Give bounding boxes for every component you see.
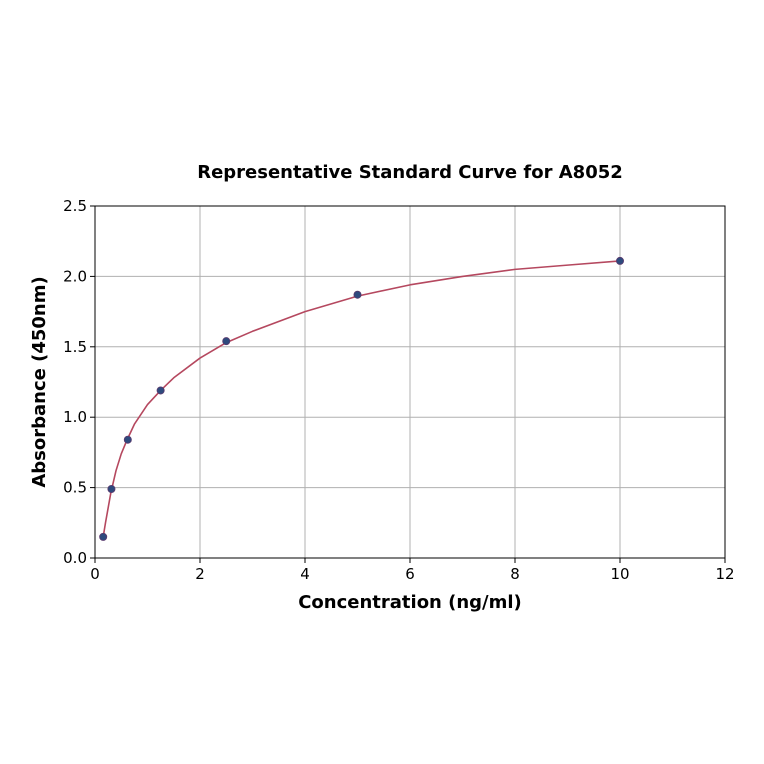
grid-lines	[94, 205, 726, 559]
y-tick-label: 2.5	[63, 197, 87, 215]
fit-curve-line	[102, 260, 621, 538]
y-tick-label: 1.5	[63, 338, 87, 356]
data-point	[99, 532, 108, 541]
data-point	[616, 256, 625, 265]
data-point	[353, 290, 362, 299]
y-axis-ticks: 0.0 0.5 1.0 1.5 2.0 2.5	[63, 197, 95, 567]
x-tick-label: 0	[90, 565, 100, 583]
y-tick-label: 0.5	[63, 479, 87, 497]
x-tick-label: 2	[195, 565, 205, 583]
y-tick-label: 2.0	[63, 267, 87, 285]
data-points-layer	[99, 256, 625, 541]
x-tick-label: 4	[300, 565, 310, 583]
data-point	[156, 386, 165, 395]
chart-title: Representative Standard Curve for A8052	[197, 162, 623, 183]
data-point	[123, 435, 132, 444]
y-tick-label: 1.0	[63, 408, 87, 426]
fit-curve-layer	[102, 260, 621, 538]
data-point	[107, 485, 116, 494]
x-axis-label: Concentration (ng/ml)	[298, 592, 522, 613]
x-tick-label: 10	[610, 565, 629, 583]
x-tick-label: 6	[405, 565, 415, 583]
y-tick-label: 0.0	[63, 549, 87, 567]
x-axis-ticks: 0 2 4 6 8 10 12	[90, 558, 735, 583]
x-tick-label: 12	[715, 565, 734, 583]
y-axis-label: Absorbance (450nm)	[29, 276, 50, 487]
x-tick-label: 8	[510, 565, 520, 583]
data-point	[222, 337, 231, 346]
